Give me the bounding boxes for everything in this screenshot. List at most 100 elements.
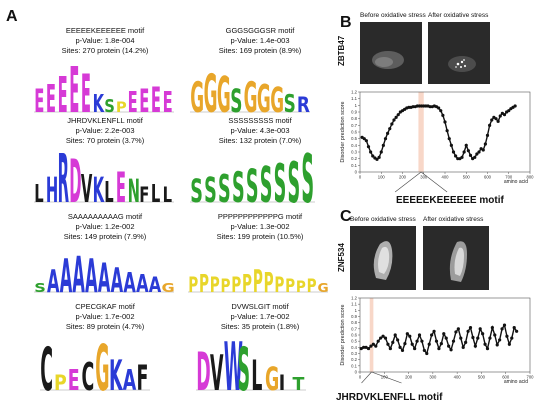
data-point bbox=[502, 113, 507, 117]
data-point bbox=[420, 339, 424, 343]
motif-sites: Sites: 89 protein (4.7%) bbox=[65, 322, 145, 331]
data-point bbox=[513, 104, 517, 108]
y-axis-label: Disorder prediction score bbox=[340, 304, 346, 365]
logo-letter: P bbox=[210, 273, 220, 298]
cell-image bbox=[448, 56, 476, 72]
data-point bbox=[464, 143, 468, 147]
y-tick-label: 0.7 bbox=[351, 123, 357, 128]
data-point bbox=[461, 345, 465, 349]
data-point bbox=[454, 154, 458, 158]
logo-letter: P bbox=[116, 100, 127, 116]
motif-7-caption: DVWSLGIT motif p-Value: 1.7e-002 Sites: … bbox=[175, 302, 345, 332]
logo-letter: S bbox=[260, 157, 273, 214]
data-point bbox=[396, 113, 400, 117]
logo-letter: S bbox=[301, 140, 314, 218]
x-tick-label: 400 bbox=[454, 375, 462, 380]
data-point bbox=[507, 109, 511, 113]
x-tick-label: 0 bbox=[359, 175, 362, 180]
logo-letter: R bbox=[58, 141, 69, 218]
data-point bbox=[383, 137, 388, 141]
motif-sites: Sites: 199 protein (10.5%) bbox=[216, 232, 304, 241]
x-tick-label: 500 bbox=[478, 375, 486, 380]
data-point bbox=[374, 344, 378, 348]
data-point bbox=[443, 120, 447, 124]
panel-c-letter: C bbox=[340, 208, 352, 225]
logo-letter: G bbox=[190, 73, 204, 123]
logo-letter: E bbox=[116, 165, 126, 213]
logo-letter: H bbox=[46, 171, 58, 211]
logo-letter: P bbox=[296, 278, 306, 296]
motif-pvalue: p-Value: 4.3e-003 bbox=[230, 126, 290, 135]
logo-letter: L bbox=[104, 177, 113, 210]
logo-letter: E bbox=[128, 87, 138, 120]
micrograph-after bbox=[423, 226, 489, 290]
logo-letter: W bbox=[224, 328, 243, 406]
cell-image bbox=[373, 241, 393, 280]
data-point bbox=[415, 339, 419, 343]
disorder-chart-b: 0 0.1 0.20.3 0.4 0.50.6 0.7 0.80.9 1 1.11.2 0 100 2… bbox=[340, 90, 535, 193]
data-point bbox=[490, 118, 494, 122]
data-point bbox=[498, 114, 502, 118]
logo-letter: P bbox=[253, 264, 263, 300]
data-point bbox=[498, 338, 502, 342]
data-point bbox=[432, 329, 436, 333]
logo-letter: G bbox=[270, 80, 284, 121]
logo-letter: G bbox=[317, 282, 328, 296]
motif-5-caption: PPPPPPPPPPPPG motif p-Value: 1.3e-002 Si… bbox=[175, 212, 345, 242]
data-point bbox=[439, 109, 443, 113]
data-point bbox=[471, 335, 475, 340]
logo-letter: S bbox=[34, 282, 46, 296]
data-point bbox=[422, 348, 426, 353]
data-point bbox=[505, 334, 509, 338]
data-point bbox=[449, 143, 453, 147]
data-point bbox=[485, 133, 490, 137]
data-point bbox=[494, 117, 498, 121]
data-point bbox=[462, 150, 466, 154]
logo-letter: G bbox=[244, 73, 258, 123]
data-point bbox=[362, 137, 366, 141]
data-point bbox=[388, 346, 392, 351]
data-point bbox=[493, 333, 497, 337]
data-point bbox=[437, 346, 441, 351]
data-point bbox=[475, 152, 479, 156]
logo-letter: P bbox=[221, 275, 231, 297]
logo-letter: G bbox=[204, 65, 218, 126]
x-tick-label: 400 bbox=[442, 175, 450, 180]
data-point bbox=[381, 143, 385, 147]
data-point bbox=[371, 342, 375, 346]
data-point bbox=[468, 326, 473, 330]
y-tick-label: 1 bbox=[355, 308, 358, 313]
data-point bbox=[375, 157, 379, 161]
y-tick-label: 1.1 bbox=[351, 302, 357, 307]
logo-letter: N bbox=[128, 173, 140, 210]
data-point bbox=[500, 327, 504, 331]
data-point bbox=[441, 113, 445, 117]
logo-letter: C bbox=[40, 336, 53, 405]
logo-letter: E bbox=[46, 76, 56, 121]
data-point bbox=[512, 326, 516, 330]
motif-name: JHRDVKLENFLL motif bbox=[67, 116, 143, 125]
after-stress-label: After oxidative stress bbox=[423, 216, 484, 223]
data-point bbox=[515, 329, 519, 333]
disorder-series-line bbox=[361, 105, 516, 161]
x-tick-label: 800 bbox=[527, 175, 535, 180]
data-point bbox=[430, 333, 434, 337]
y-tick-label: 0.1 bbox=[351, 163, 357, 168]
logo-letter: S bbox=[218, 167, 231, 212]
y-tick-label: 1.2 bbox=[351, 296, 357, 301]
x-axis-label: amino acid bbox=[504, 179, 528, 185]
logo-letter: P bbox=[285, 275, 295, 297]
motif-pvalue: p-Value: 1.4e-003 bbox=[230, 36, 290, 45]
logo-letter: T bbox=[293, 375, 305, 395]
motif-6-caption: CPECGKAF motif p-Value: 1.7e-002 Sites: … bbox=[20, 302, 190, 332]
data-point bbox=[464, 340, 468, 344]
data-point bbox=[444, 336, 448, 340]
logo-letter: K bbox=[109, 351, 123, 401]
logo-letter: E bbox=[139, 83, 149, 120]
logo-letter: G bbox=[257, 77, 271, 122]
data-point bbox=[478, 327, 482, 331]
data-point bbox=[451, 150, 456, 154]
